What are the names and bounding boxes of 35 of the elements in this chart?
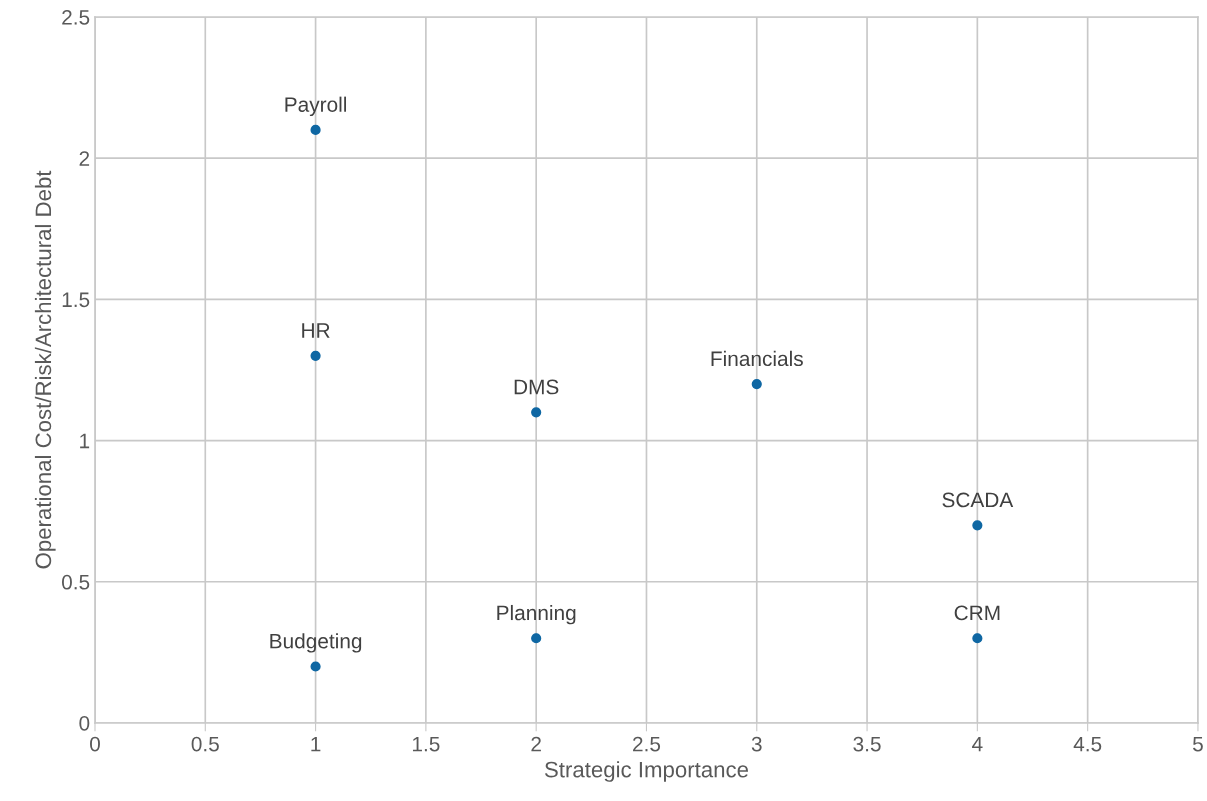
y-tick-label: 1 xyxy=(80,433,90,449)
x-tick-label: 2.5 xyxy=(633,736,661,752)
x-tick-label: 1.5 xyxy=(412,736,440,752)
point xyxy=(310,124,321,136)
annotation: HR xyxy=(302,323,330,338)
y-tick-label: 2 xyxy=(79,151,90,166)
x-tick-label: 3.5 xyxy=(853,736,881,752)
annotation: Payroll xyxy=(285,96,347,117)
y-tick-label: 0.5 xyxy=(61,574,90,590)
annotation: CRM xyxy=(954,605,1000,621)
x-tick-label: 0 xyxy=(90,736,100,752)
point xyxy=(972,633,983,644)
x-tick-label: 5 xyxy=(1192,736,1203,752)
annotation: Budgeting xyxy=(270,633,362,653)
x-tick-label: 4 xyxy=(972,736,983,752)
point xyxy=(310,350,321,361)
x-tick-label: 0.5 xyxy=(191,736,219,752)
x-tick-label: 1 xyxy=(311,736,321,752)
x-axis-title: Strategic Importance xyxy=(544,761,749,782)
x-tick-label: 3 xyxy=(751,736,762,752)
y-tick-label: 0 xyxy=(79,715,90,731)
x-tick-label: 4.5 xyxy=(1073,736,1102,752)
annotation: Financials xyxy=(711,350,803,367)
annotation: DMS xyxy=(514,379,559,395)
y-axis-title: Operational Cost/Risk/Architectural Debt xyxy=(34,170,56,569)
point xyxy=(531,407,542,418)
annotation: SCADA xyxy=(942,492,1014,508)
point xyxy=(531,633,542,644)
y-tick-label: 2.5 xyxy=(62,9,90,25)
y-tick-label: 1.5 xyxy=(62,292,90,308)
annotation: Planning xyxy=(497,604,576,625)
point xyxy=(751,379,762,390)
x-tick-label: 2 xyxy=(531,736,541,752)
point xyxy=(310,661,321,672)
point xyxy=(972,520,983,531)
